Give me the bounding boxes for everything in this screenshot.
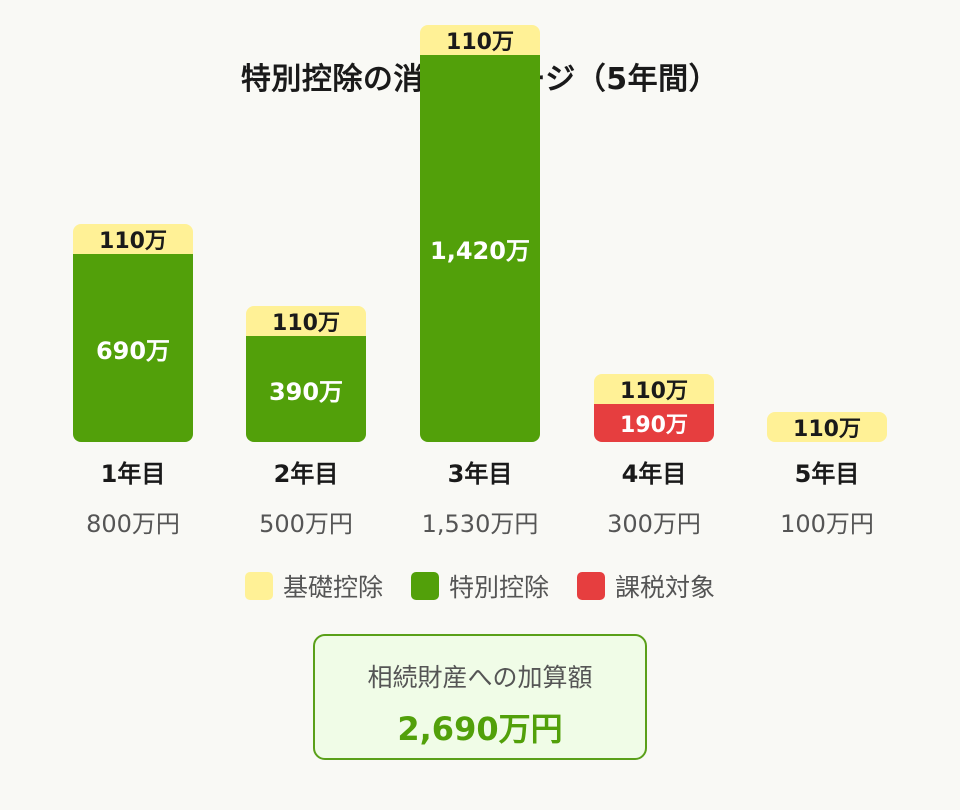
year-label: 4年目 — [621, 460, 687, 488]
segment-basic: 110万 — [767, 412, 887, 442]
summary-value: 2,690万円 — [397, 710, 563, 748]
segment-basic: 110万 — [246, 306, 366, 336]
summary-box: 相続財産への加算額 2,690万円 — [313, 634, 647, 760]
stacked-bar: 110万 — [767, 412, 887, 442]
segment-special: 390万 — [246, 336, 366, 442]
year-label: 3年目 — [447, 460, 513, 488]
legend-item-basic: 基礎控除 — [244, 568, 383, 604]
legend-label: 課税対象 — [615, 573, 716, 602]
stacked-bar: 110万 1,420万 — [420, 25, 540, 442]
gift-amount: 500万円 — [259, 510, 353, 538]
year-label: 1年目 — [100, 460, 166, 488]
gift-amount: 1,530万円 — [421, 510, 539, 538]
stacked-bar: 110万 190万 — [594, 374, 714, 442]
gift-amount: 100万円 — [780, 510, 874, 538]
segment-special: 1,420万 — [420, 55, 540, 442]
segment-basic: 110万 — [73, 224, 193, 254]
legend-item-special: 特別控除 — [410, 568, 549, 604]
year-label: 2年目 — [273, 460, 339, 488]
legend-swatch-taxable — [577, 572, 605, 600]
legend-item-taxable: 課税対象 — [577, 568, 715, 604]
legend-label: 基礎控除 — [282, 573, 383, 602]
stacked-bar: 110万 390万 — [246, 306, 366, 442]
legend-label: 特別控除 — [448, 573, 549, 602]
segment-basic: 110万 — [594, 374, 714, 404]
stacked-bar: 110万 690万 — [73, 224, 193, 442]
segment-taxable: 190万 — [594, 404, 714, 442]
year-label: 5年目 — [794, 460, 860, 488]
segment-special: 690万 — [73, 254, 193, 442]
legend-swatch-special — [410, 572, 439, 600]
segment-basic: 110万 — [420, 25, 540, 55]
gift-amount: 800万円 — [86, 510, 180, 538]
gift-amount: 300万円 — [607, 510, 701, 538]
legend: 基礎控除 特別控除 課税対象 — [0, 568, 960, 604]
legend-swatch-basic — [244, 572, 273, 600]
summary-label: 相続財産への加算額 — [367, 663, 593, 692]
